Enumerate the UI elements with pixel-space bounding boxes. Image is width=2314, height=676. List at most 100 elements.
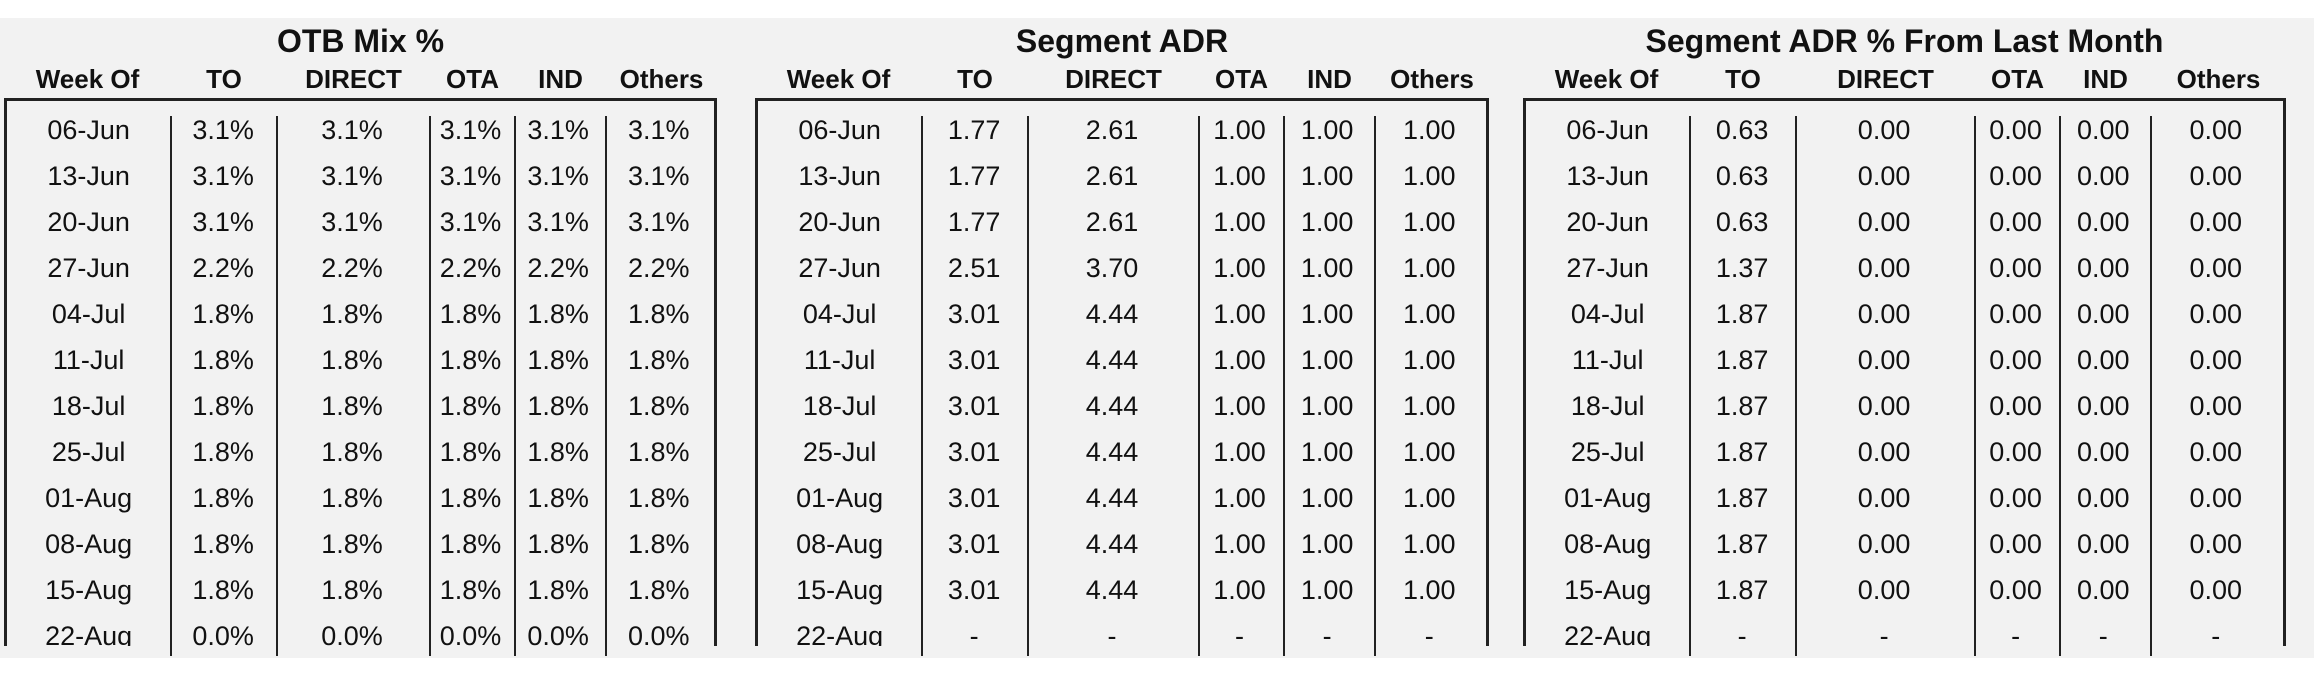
cell-ind: 1.00 xyxy=(1300,529,1354,559)
segment-adr-change-table: Segment ADR % From Last Month Week Of TO D… xyxy=(1523,18,2286,656)
column-divider xyxy=(1795,116,1797,656)
cell-direct: 2.61 xyxy=(1085,115,1139,145)
header-direct: DIRECT xyxy=(1837,63,1934,94)
cell-others: 1.00 xyxy=(1402,161,1456,191)
cell-week-of: 15-Aug xyxy=(1564,575,1652,605)
column-divider xyxy=(2150,116,2152,656)
cell-others: 3.1% xyxy=(627,115,690,145)
cell-ind: 3.1% xyxy=(527,115,589,145)
cell-ota: 0.00 xyxy=(1989,207,2042,237)
cell-week-of: 20-Jun xyxy=(798,207,881,237)
cell-ota: 1.00 xyxy=(1213,437,1266,467)
table-row: 15-Aug 1.87 0.00 0.00 0.00 0.00 xyxy=(1526,567,2283,613)
table-row: 13-Jun 3.1% 3.1% 3.1% 3.1% 3.1% xyxy=(7,153,714,199)
cell-week-of: 25-Jul xyxy=(1570,437,1645,467)
cell-direct: 0.00 xyxy=(1857,437,1911,467)
column-divider xyxy=(921,116,923,656)
table-row: 25-Jul 1.8% 1.8% 1.8% 1.8% 1.8% xyxy=(7,429,714,475)
cell-week-of: 20-Jun xyxy=(1566,207,1649,237)
cell-ota: 1.8% xyxy=(439,483,502,513)
header-others: Others xyxy=(1390,63,1474,94)
cell-direct: - xyxy=(1879,621,1889,646)
cell-to: 3.01 xyxy=(947,391,1001,421)
cell-ind: 0.00 xyxy=(2076,161,2130,191)
table-row: 04-Jul 1.87 0.00 0.00 0.00 0.00 xyxy=(1526,291,2283,337)
cell-to: 1.8% xyxy=(192,299,254,329)
cell-ind: 0.00 xyxy=(2076,437,2130,467)
cell-to: 1.87 xyxy=(1715,529,1769,559)
table-row: 15-Aug 1.8% 1.8% 1.8% 1.8% 1.8% xyxy=(7,567,714,613)
cell-week-of: 18-Jul xyxy=(1570,391,1645,421)
cell-others: 1.8% xyxy=(627,391,690,421)
cell-ota: 1.8% xyxy=(439,299,502,329)
cell-to: 1.87 xyxy=(1715,345,1769,375)
column-divider xyxy=(1689,116,1691,656)
cell-ota: 1.8% xyxy=(439,529,502,559)
header-to: TO xyxy=(206,63,242,94)
cell-week-of: 25-Jul xyxy=(51,437,126,467)
cell-ind: 1.00 xyxy=(1300,391,1354,421)
cell-ota: 1.00 xyxy=(1213,115,1266,145)
cell-week-of: 18-Jul xyxy=(51,391,126,421)
cell-to: 1.37 xyxy=(1715,253,1769,283)
cell-direct: 1.8% xyxy=(321,575,383,605)
header-ota: OTA xyxy=(1215,63,1268,94)
cell-to: 1.8% xyxy=(192,437,254,467)
cell-others: 0.00 xyxy=(2189,437,2243,467)
cell-ota: 2.2% xyxy=(439,253,502,283)
cell-others: 0.00 xyxy=(2189,299,2243,329)
cell-ota: 0.00 xyxy=(1989,345,2042,375)
table-row: 20-Jun 3.1% 3.1% 3.1% 3.1% 3.1% xyxy=(7,199,714,245)
header-ota: OTA xyxy=(1991,63,2044,94)
cell-direct: 0.00 xyxy=(1857,115,1911,145)
cell-ind: 1.8% xyxy=(527,575,589,605)
cell-week-of: 22-Aug xyxy=(45,621,133,646)
cell-ota: 0.0% xyxy=(439,621,502,646)
column-divider xyxy=(2059,116,2061,656)
cell-week-of: 08-Aug xyxy=(45,529,133,559)
cell-ota: - xyxy=(2011,621,2021,646)
cell-direct: 4.44 xyxy=(1085,391,1139,421)
cell-to: 0.0% xyxy=(192,621,254,646)
cell-to: 1.77 xyxy=(947,207,1001,237)
cell-to: 1.8% xyxy=(192,345,254,375)
header-ind: IND xyxy=(538,63,583,94)
table-row: 06-Jun 3.1% 3.1% 3.1% 3.1% 3.1% xyxy=(7,107,714,153)
cell-week-of: 15-Aug xyxy=(796,575,884,605)
cell-to: 1.77 xyxy=(947,161,1001,191)
table-row: 18-Jul 1.8% 1.8% 1.8% 1.8% 1.8% xyxy=(7,383,714,429)
header-week-of: Week Of xyxy=(35,63,140,94)
cell-others: 0.00 xyxy=(2189,161,2243,191)
cell-to: 1.8% xyxy=(192,575,254,605)
cell-direct: 1.8% xyxy=(321,391,383,421)
cell-week-of: 08-Aug xyxy=(1564,529,1652,559)
cell-week-of: 04-Jul xyxy=(802,299,877,329)
cell-ota: 1.00 xyxy=(1213,161,1266,191)
cell-ota: 0.00 xyxy=(1989,483,2042,513)
cell-direct: 3.1% xyxy=(321,115,383,145)
cell-ind: 1.00 xyxy=(1300,437,1354,467)
cell-week-of: 13-Jun xyxy=(47,161,130,191)
cell-ind: 0.00 xyxy=(2076,529,2130,559)
table-row: 01-Aug 3.01 4.44 1.00 1.00 1.00 xyxy=(758,475,1486,521)
cell-others: 1.00 xyxy=(1402,575,1456,605)
table-row: 08-Aug 3.01 4.44 1.00 1.00 1.00 xyxy=(758,521,1486,567)
cell-ind: 0.00 xyxy=(2076,345,2130,375)
table-row: 22-Aug 0.0% 0.0% 0.0% 0.0% 0.0% xyxy=(7,613,714,646)
header-to: TO xyxy=(957,63,993,94)
cell-others: 1.00 xyxy=(1402,299,1456,329)
cell-others: 1.8% xyxy=(627,299,690,329)
cell-ind: 1.8% xyxy=(527,529,589,559)
cell-direct: 2.61 xyxy=(1085,207,1139,237)
column-divider xyxy=(429,116,431,656)
cell-ind: 0.00 xyxy=(2076,483,2130,513)
cell-direct: 4.44 xyxy=(1085,575,1139,605)
column-divider xyxy=(170,116,172,656)
cell-ota: 1.00 xyxy=(1213,575,1266,605)
column-divider xyxy=(514,116,516,656)
cell-week-of: 11-Jul xyxy=(52,345,125,375)
cell-ota: 0.00 xyxy=(1989,253,2042,283)
cell-ota: 0.00 xyxy=(1989,437,2042,467)
header-others: Others xyxy=(2176,63,2261,94)
cell-ota: 1.00 xyxy=(1213,345,1266,375)
